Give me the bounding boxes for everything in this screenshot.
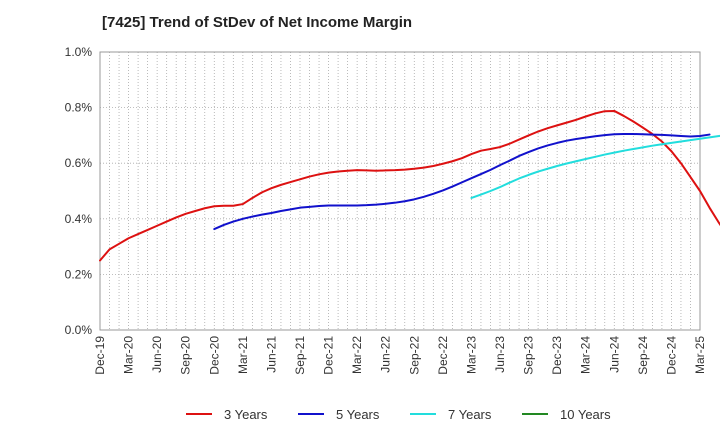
- x-tick-label: Mar-22: [350, 336, 364, 374]
- x-tick-label: Dec-19: [93, 336, 107, 375]
- x-tick-label: Mar-24: [579, 336, 593, 374]
- x-tick-label: Sep-22: [407, 336, 421, 375]
- series-line-3-years: [99, 109, 720, 262]
- legend-label: 10 Years: [560, 407, 611, 422]
- y-tick-label: 1.0%: [65, 45, 93, 59]
- x-tick-label: Dec-23: [550, 336, 564, 375]
- series-line-5-years: [213, 133, 711, 231]
- x-tick-label: Dec-20: [207, 336, 221, 375]
- y-tick-label: 0.6%: [65, 156, 93, 170]
- x-tick-label: Sep-20: [179, 336, 193, 375]
- x-tick-label: Mar-23: [464, 336, 478, 374]
- x-tick-label: Dec-21: [322, 336, 336, 375]
- x-tick-label: Jun-22: [379, 336, 393, 373]
- x-tick-label: Sep-24: [636, 336, 650, 375]
- y-tick-label: 0.4%: [65, 212, 93, 226]
- x-tick-label: Jun-24: [607, 336, 621, 373]
- y-tick-label: 0.2%: [65, 267, 93, 281]
- x-tick-label: Mar-20: [122, 336, 136, 374]
- x-tick-label: Jun-21: [264, 336, 278, 373]
- chart-title: [7425] Trend of StDev of Net Income Marg…: [102, 14, 413, 31]
- x-tick-label: Mar-21: [236, 336, 250, 374]
- x-tick-label: Dec-22: [436, 336, 450, 375]
- legend-label: 5 Years: [336, 407, 380, 422]
- y-tick-label: 0.8%: [65, 101, 93, 115]
- x-tick-label: Sep-23: [522, 336, 536, 375]
- legend: 3 Years 5 Years 7 Years 10 Years: [186, 407, 611, 422]
- plot-frame: [99, 51, 701, 331]
- legend-label: 7 Years: [448, 407, 492, 422]
- x-tick-label: Jun-23: [493, 336, 507, 373]
- x-tick-label: Mar-25: [693, 336, 707, 374]
- x-tick-label: Jun-20: [150, 336, 164, 373]
- x-tick-label: Sep-21: [293, 336, 307, 375]
- grid: [100, 52, 700, 330]
- x-tick-label: Dec-24: [664, 336, 678, 375]
- y-tick-label: 0.0%: [65, 323, 93, 337]
- y-axis: 0.0% 0.2% 0.4% 0.6% 0.8% 1.0%: [65, 45, 93, 337]
- series-line-7-years: [470, 134, 720, 199]
- legend-label: 3 Years: [224, 407, 268, 422]
- series-layer: [99, 109, 720, 262]
- x-axis: Dec-19 Mar-20 Jun-20 Sep-20 Dec-20 Mar-21 Jun-…: [93, 336, 707, 375]
